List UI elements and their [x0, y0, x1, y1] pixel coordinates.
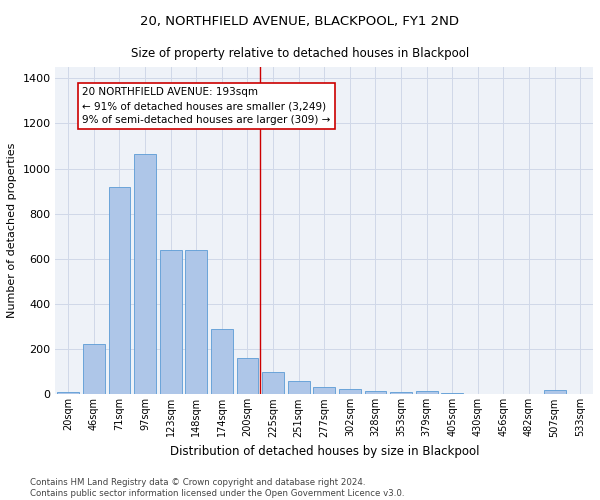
Bar [83, 344, 105, 394]
Bar [211, 329, 233, 394]
Bar [544, 390, 566, 394]
Bar [109, 186, 130, 394]
X-axis label: Distribution of detached houses by size in Blackpool: Distribution of detached houses by size … [170, 445, 479, 458]
Text: 20, NORTHFIELD AVENUE, BLACKPOOL, FY1 2ND: 20, NORTHFIELD AVENUE, BLACKPOOL, FY1 2N… [140, 15, 460, 28]
Bar [160, 250, 182, 394]
Bar [134, 154, 156, 394]
Text: Contains HM Land Registry data © Crown copyright and database right 2024.
Contai: Contains HM Land Registry data © Crown c… [30, 478, 404, 498]
Bar [390, 392, 412, 394]
Bar [236, 358, 259, 394]
Bar [262, 372, 284, 394]
Bar [313, 386, 335, 394]
Y-axis label: Number of detached properties: Number of detached properties [7, 143, 17, 318]
Text: 20 NORTHFIELD AVENUE: 193sqm
← 91% of detached houses are smaller (3,249)
9% of : 20 NORTHFIELD AVENUE: 193sqm ← 91% of de… [82, 88, 331, 126]
Bar [288, 381, 310, 394]
Bar [416, 391, 437, 394]
Bar [365, 391, 386, 394]
Bar [339, 389, 361, 394]
Text: Size of property relative to detached houses in Blackpool: Size of property relative to detached ho… [131, 48, 469, 60]
Bar [185, 250, 207, 394]
Bar [58, 392, 79, 394]
